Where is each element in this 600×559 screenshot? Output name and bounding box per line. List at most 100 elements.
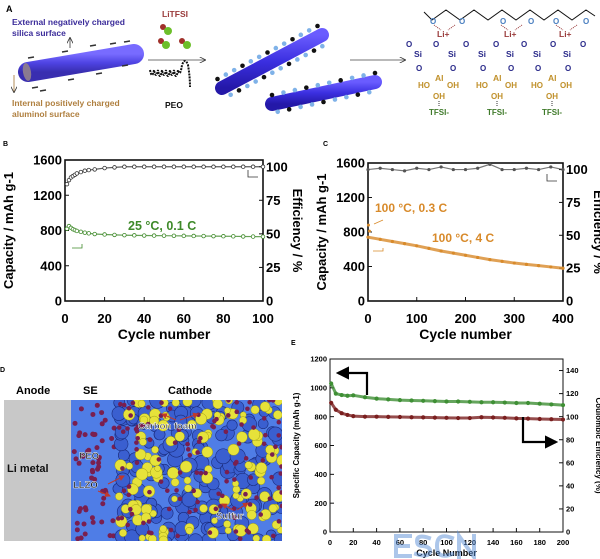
llzo-particle <box>245 406 250 412</box>
data-point-left <box>456 399 461 404</box>
llzo-particle <box>195 499 200 505</box>
sulfur-particle <box>158 535 169 541</box>
llzo-particle <box>254 495 259 500</box>
charts: 0 20 40 60 80 1000400800120016000255075100Cyc… <box>1 153 600 558</box>
x-tick-label: 120 <box>464 538 477 547</box>
data-point-initial <box>366 223 370 227</box>
x-tick-label: 200 <box>557 538 570 547</box>
y-axis-label: Capacity / mAh g-1 <box>314 173 329 290</box>
data-point-right <box>191 164 196 169</box>
llzo-particle <box>129 511 135 517</box>
llzo-particle <box>224 469 230 475</box>
annotation-pointer <box>373 219 384 225</box>
oxygen-label: O <box>430 17 436 26</box>
llzo-particle <box>279 444 282 450</box>
sulfur-particle <box>252 534 261 541</box>
llzo-particle <box>101 495 107 501</box>
llzo-particle <box>243 491 248 497</box>
data-point-left <box>366 235 370 239</box>
data-point-left <box>161 233 167 238</box>
llzo-particle <box>276 433 282 438</box>
panel-label-a: A <box>6 4 13 14</box>
peo-bead-icon <box>298 32 304 38</box>
data-point-right <box>415 166 419 170</box>
data-point-right <box>561 167 565 172</box>
llzo-particle <box>134 447 139 452</box>
aluminum-label: Al <box>548 73 557 83</box>
llzo-particle <box>146 530 152 535</box>
silicon-label: Si <box>448 49 456 59</box>
oxygen-label: O <box>493 40 499 49</box>
data-point-right <box>421 415 426 420</box>
peo-bead-icon <box>256 54 262 60</box>
llzo-particle <box>85 448 91 454</box>
data-point-right <box>467 415 472 421</box>
data-point-left <box>171 233 177 238</box>
data-point-right <box>390 167 394 172</box>
data-point-left <box>467 399 472 404</box>
llzo-particle <box>270 400 276 403</box>
llzo-particle <box>135 436 140 441</box>
right-axis-indicator <box>247 170 258 178</box>
li-metal-label: Li metal <box>7 463 49 475</box>
llzo-particle <box>260 458 266 463</box>
sulfur-particle <box>185 527 193 535</box>
llzo-particle <box>263 432 268 438</box>
y-tick-label: 400 <box>343 259 365 274</box>
data-point-left <box>82 230 87 235</box>
llzo-particle <box>80 453 86 459</box>
llzo-particle <box>191 488 196 494</box>
x-tick-label: 100 <box>406 311 428 326</box>
peo-bead-icon <box>361 73 366 78</box>
peo-bead-icon <box>315 23 320 29</box>
llzo-particle <box>166 506 172 512</box>
panel-label-e: E <box>291 340 296 347</box>
hydroxyl-label: OH <box>447 81 459 90</box>
data-point-left <box>439 249 443 253</box>
data-point-right <box>362 414 368 419</box>
llzo-particle <box>247 400 252 405</box>
llzo-particle <box>147 489 152 495</box>
left-axis-indicator <box>72 244 83 249</box>
sulfur-particle <box>180 460 193 473</box>
llzo-particle <box>141 520 146 526</box>
y2-tick-label: 25 <box>266 260 280 275</box>
llzo-particle <box>99 438 105 444</box>
panel-d: Anode SE Cathode Li metal PEO LLZO Carbo… <box>4 385 282 541</box>
llzo-particle <box>194 470 200 475</box>
data-point-left <box>514 400 519 406</box>
minus-icon <box>31 86 39 89</box>
llzo-particle <box>237 536 243 541</box>
llzo-particle <box>82 432 88 438</box>
sulfur-particle <box>273 410 282 420</box>
llzo-particle <box>174 488 179 493</box>
peo-bead-icon <box>265 50 270 55</box>
data-point-right <box>201 164 206 169</box>
llzo-particle <box>278 471 282 476</box>
peo-bead-icon <box>273 45 279 51</box>
data-point-right <box>549 417 554 422</box>
llzo-particle <box>76 508 82 514</box>
data-point-left <box>329 381 334 386</box>
sulfur-particle <box>184 484 193 493</box>
carbon-foam-arrow <box>161 413 177 421</box>
y2-tick-label: 80 <box>566 435 574 444</box>
coordination-bond <box>500 24 509 31</box>
y-tick-label: 1200 <box>336 190 365 205</box>
data-point-right <box>74 171 80 176</box>
data-point-right <box>122 164 127 169</box>
sulfur-particle <box>246 510 257 520</box>
data-point-right <box>463 167 468 172</box>
y-tick-label: 600 <box>314 441 327 450</box>
llzo-particle <box>74 527 80 533</box>
llzo-particle <box>167 406 173 411</box>
y-tick-label: 800 <box>314 412 327 421</box>
data-point-right <box>161 164 167 169</box>
data-point-right <box>456 415 461 421</box>
llzo-particle <box>111 425 117 431</box>
sulfur-particle <box>149 415 160 426</box>
data-point-left <box>181 233 186 239</box>
x-tick-label: 100 <box>440 538 453 547</box>
peo-bead-icon <box>326 80 332 86</box>
llzo-particle <box>248 475 254 480</box>
